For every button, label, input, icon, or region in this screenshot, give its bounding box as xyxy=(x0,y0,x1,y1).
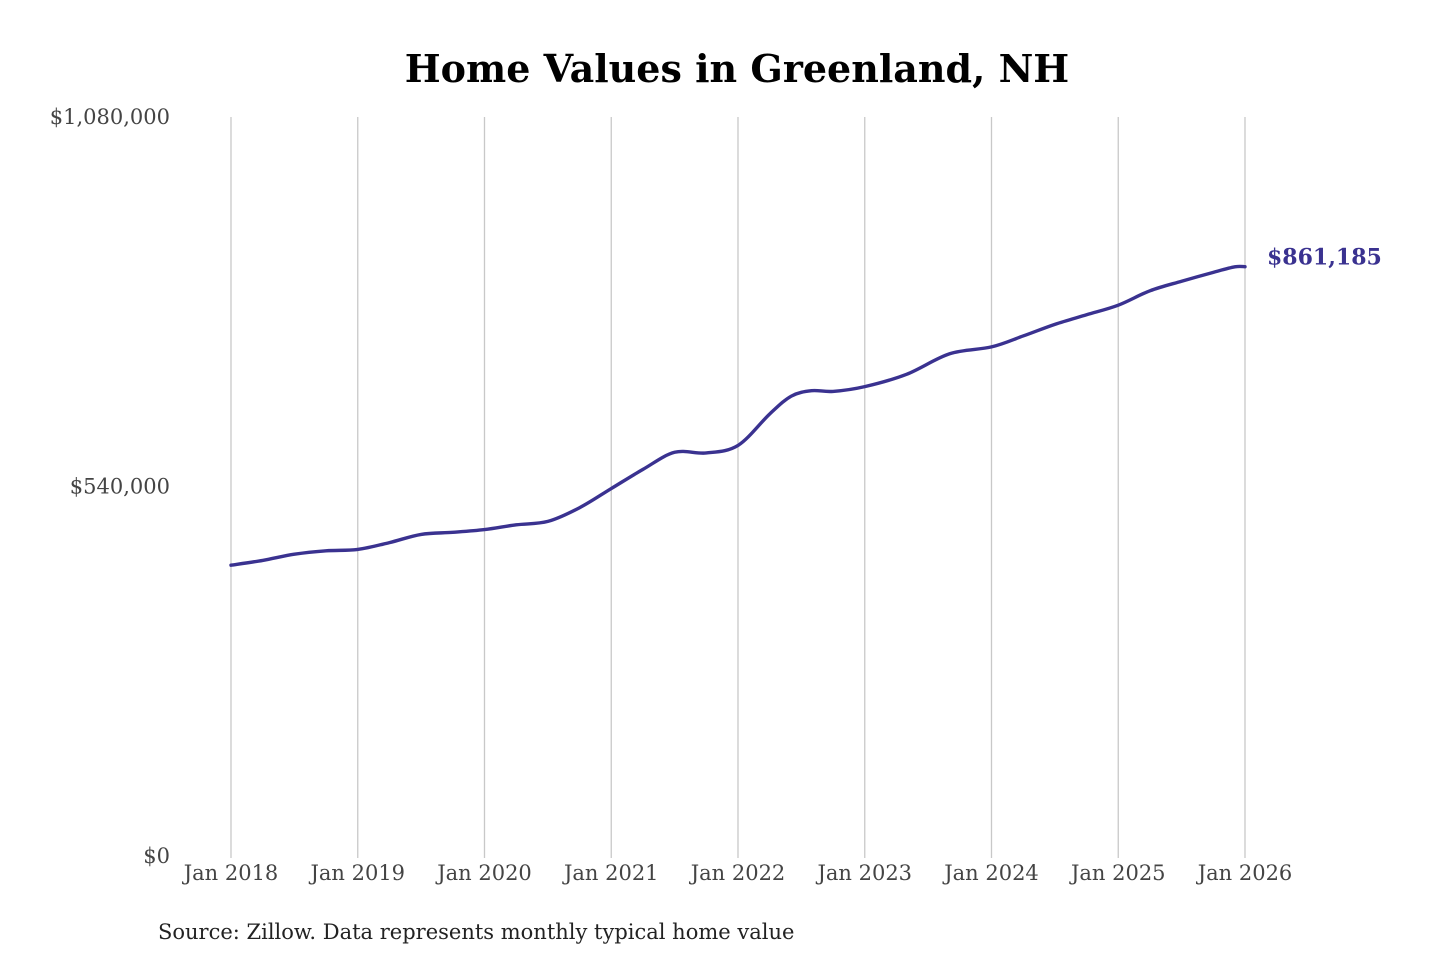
x-tick-label: Jan 2025 xyxy=(1069,861,1166,885)
series-line-0 xyxy=(229,264,1247,567)
y-axis-ticks: $0 $540,000 $1,080,000 xyxy=(50,105,170,868)
x-tick-label: Jan 2023 xyxy=(815,861,912,885)
x-tick-label: Jan 2019 xyxy=(308,861,405,885)
source-note: Source: Zillow. Data represents monthly … xyxy=(158,920,794,944)
gridlines xyxy=(230,117,1246,858)
x-tick-label: Jan 2022 xyxy=(689,861,786,885)
x-tick-label: Jan 2024 xyxy=(942,861,1039,885)
end-value-label: $861,185 xyxy=(1267,245,1382,271)
x-tick-label: Jan 2018 xyxy=(182,861,279,885)
x-tick-label: Jan 2026 xyxy=(1196,861,1293,885)
x-tick-label: Jan 2021 xyxy=(562,861,659,885)
x-axis-ticks: Jan 2018 Jan 2019 Jan 2020 Jan 2021 Jan 2022… xyxy=(182,861,1293,885)
series-layer: $861,185 xyxy=(229,245,1382,567)
y-tick-label: $540,000 xyxy=(70,475,170,499)
y-tick-label: $0 xyxy=(143,844,170,868)
x-tick-label: Jan 2020 xyxy=(435,861,532,885)
y-tick-label: $1,080,000 xyxy=(50,105,170,129)
chart-title: Home Values in Greenland, NH xyxy=(405,46,1069,91)
